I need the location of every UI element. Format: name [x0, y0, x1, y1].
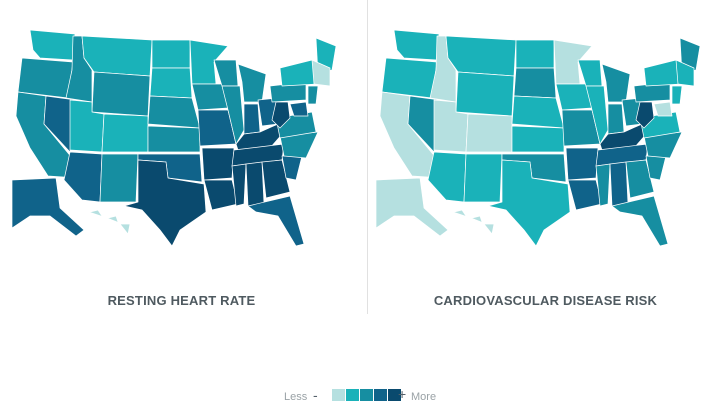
state-louisiana [203, 179, 239, 211]
state-west-virginia [635, 101, 655, 129]
state-alaska [11, 177, 85, 237]
cardiovascular-risk-map [375, 29, 701, 247]
state-south-dakota [513, 67, 557, 99]
legend-swatch-2 [346, 389, 359, 401]
legend-minus-sign: - [313, 387, 318, 403]
state-mississippi [231, 163, 247, 207]
state-wisconsin [577, 59, 603, 87]
state-georgia [261, 159, 291, 199]
state-hawaii [453, 209, 495, 235]
state-illinois [221, 85, 245, 145]
state-mississippi [595, 163, 611, 207]
legend-swatch-3 [360, 389, 373, 401]
state-florida [611, 195, 669, 247]
state-new-england [675, 59, 695, 87]
cardiovascular-risk-title: CARDIOVASCULAR DISEASE RISK [433, 293, 658, 308]
legend-swatch-1 [332, 389, 345, 401]
resting-heart-rate-panel: RESTING HEART RATE [0, 0, 363, 320]
state-maryland [289, 101, 309, 117]
state-new-mexico [463, 153, 503, 203]
state-wyoming [455, 71, 515, 117]
state-arkansas [201, 147, 235, 181]
state-arkansas [565, 147, 599, 181]
state-west-virginia [271, 101, 291, 129]
state-washington [393, 29, 440, 61]
state-georgia [625, 159, 655, 199]
state-colorado [465, 113, 513, 153]
legend-swatches [332, 389, 402, 401]
state-new-jersey [307, 85, 319, 105]
state-alabama [609, 161, 629, 207]
state-montana [445, 35, 517, 77]
legend-less-label: Less [284, 391, 308, 403]
legend-swatch-5 [388, 389, 401, 401]
state-kansas [511, 125, 565, 153]
state-wisconsin [213, 59, 239, 87]
state-alaska [375, 177, 449, 237]
state-michigan [601, 63, 631, 103]
state-hawaii [89, 209, 131, 235]
state-alabama [245, 161, 265, 207]
resting-heart-rate-map [11, 29, 337, 247]
state-south-dakota [149, 67, 193, 99]
state-indiana [243, 103, 261, 135]
state-arizona [427, 151, 467, 203]
state-kansas [147, 125, 201, 153]
legend-swatch-4 [374, 389, 387, 401]
state-washington [29, 29, 76, 61]
state-louisiana [567, 179, 603, 211]
state-oregon [381, 57, 438, 99]
state-north-dakota [515, 39, 555, 69]
state-arizona [63, 151, 103, 203]
state-illinois [585, 85, 609, 145]
state-nebraska [147, 95, 201, 129]
cardiovascular-risk-panel: CARDIOVASCULAR DISEASE RISK [364, 0, 727, 320]
state-minnesota [553, 39, 593, 85]
color-legend: Less - + More [0, 386, 727, 408]
state-new-mexico [99, 153, 139, 203]
state-colorado [101, 113, 149, 153]
state-oregon [17, 57, 74, 99]
state-indiana [607, 103, 625, 135]
state-michigan [237, 63, 267, 103]
legend-plus-sign: + [398, 386, 407, 402]
state-minnesota [189, 39, 229, 85]
state-florida [247, 195, 305, 247]
legend-more-label: More [411, 391, 437, 403]
state-texas [487, 159, 571, 247]
state-north-dakota [151, 39, 191, 69]
state-montana [81, 35, 153, 77]
state-nebraska [511, 95, 565, 129]
state-wyoming [91, 71, 151, 117]
state-new-england [311, 59, 331, 87]
state-texas [123, 159, 207, 247]
state-new-jersey [671, 85, 683, 105]
state-maryland [653, 101, 673, 117]
panel-divider [367, 0, 368, 314]
resting-heart-rate-title: RESTING HEART RATE [107, 293, 256, 308]
